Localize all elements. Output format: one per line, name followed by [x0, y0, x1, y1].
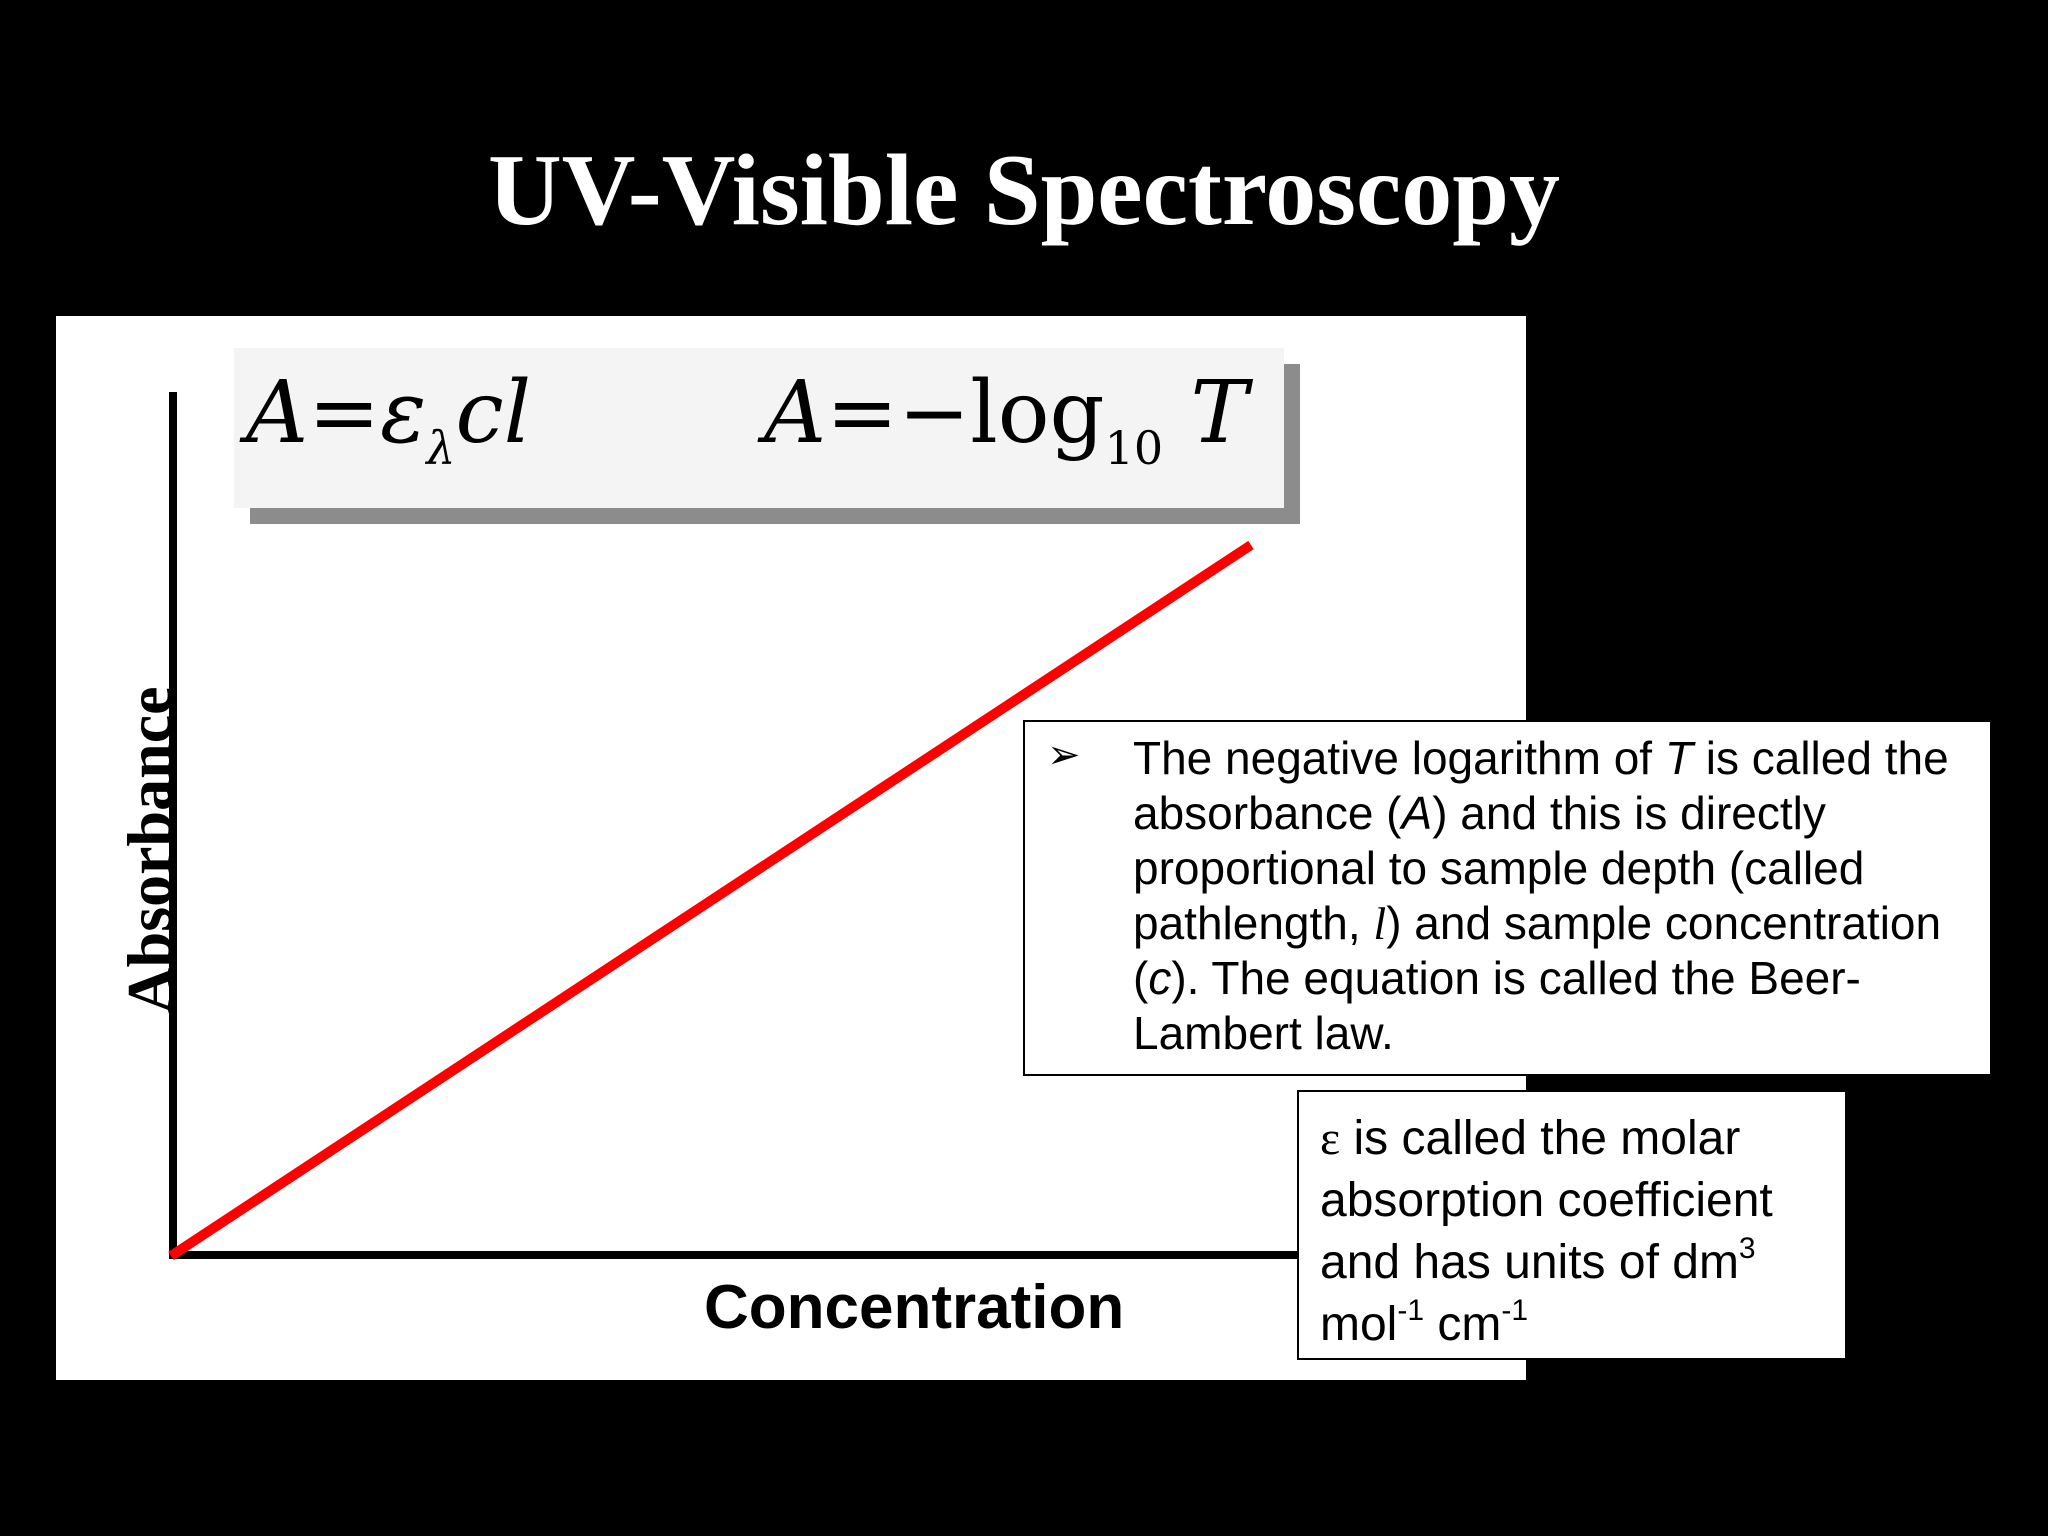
coef-sup-mol: -1 — [1397, 1294, 1425, 1327]
trend-line — [168, 540, 1254, 1261]
formula-absorbance-symbol: A — [246, 363, 309, 463]
beer-lambert-explanation-text: The negative logarithm of T is called th… — [1133, 731, 1983, 1061]
coef-sup-cm: -1 — [1501, 1294, 1529, 1327]
trend-line-canvas — [168, 540, 1254, 1261]
formula-cl: cl — [455, 363, 532, 463]
bullet-segment: ) and sample concentration ( — [1133, 897, 1942, 1004]
formula2-log-base: 10 — [1104, 421, 1164, 475]
absorbance-log-formula: A=−log10 T — [764, 370, 1248, 471]
bullet-segment: c — [1148, 952, 1172, 1004]
x-axis-label: Concentration — [704, 1273, 1125, 1342]
arrow-bullet-icon: ➢ — [1047, 732, 1081, 778]
y-axis — [169, 392, 177, 1258]
coef-text-mol: mol — [1320, 1298, 1398, 1351]
formula-box: A=ελcl A=−log10 T — [234, 348, 1284, 508]
y-axis-label: Absorbance — [114, 686, 185, 1014]
formula2-absorbance-symbol: A — [764, 363, 827, 463]
bullet-segment: T — [1664, 732, 1693, 784]
bullet-segment: ). The equation is called the Beer-Lambe… — [1133, 952, 1861, 1059]
formula2-transmittance: T — [1190, 363, 1248, 463]
beer-lambert-explanation-box: ➢ The negative logarithm of T is called … — [1023, 720, 1992, 1076]
slide-title: UV-Visible Spectroscopy — [488, 134, 1560, 247]
epsilon-symbol: ε — [1320, 1112, 1341, 1165]
x-axis — [169, 1251, 1369, 1259]
formula2-log: log — [970, 363, 1105, 463]
formula-epsilon: ε — [380, 363, 427, 463]
molar-coefficient-text: ε is called the molar absorption coeffic… — [1320, 1108, 1830, 1356]
formula-lambda-subscript: λ — [426, 421, 456, 475]
beer-lambert-formula: A=ελcl — [246, 370, 531, 471]
bullet-segment: l — [1373, 898, 1387, 949]
bullet-segment: is called the absorbance ( — [1133, 732, 1949, 839]
formula2-minus: − — [898, 363, 971, 463]
bullet-segment: The negative logarithm of — [1133, 732, 1665, 784]
bullet-segment: ) and this is directly proportional to s… — [1133, 787, 1865, 949]
formula-equals: = — [308, 363, 381, 463]
molar-coefficient-box: ε is called the molar absorption coeffic… — [1297, 1090, 1847, 1360]
bullet-segment: A — [1401, 787, 1433, 839]
coef-text-cm: cm — [1424, 1298, 1502, 1351]
coef-text-part1: is called the molar absorption coefficie… — [1320, 1112, 1773, 1289]
coef-sup-dm3: 3 — [1738, 1232, 1756, 1265]
formula2-equals: = — [826, 363, 899, 463]
